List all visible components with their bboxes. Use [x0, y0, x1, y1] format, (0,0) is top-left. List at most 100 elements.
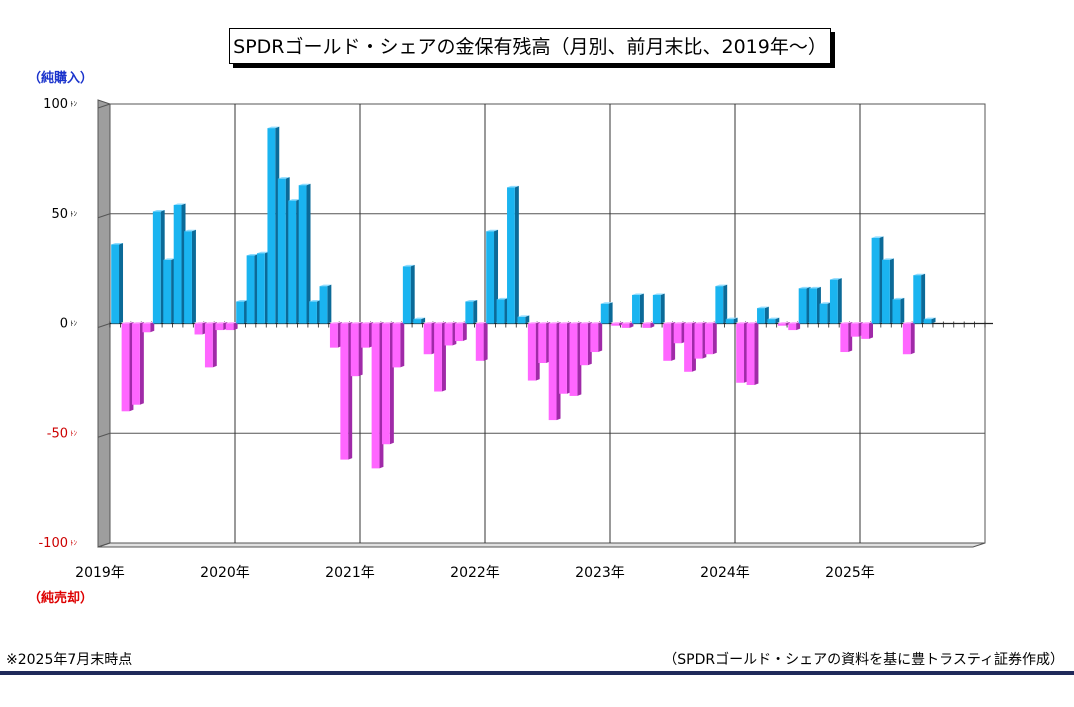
bar-top	[267, 126, 280, 129]
bar-top	[517, 315, 530, 317]
bar-top	[475, 322, 488, 324]
bar-side	[608, 302, 613, 324]
bar-side	[233, 322, 238, 331]
net-purchase-label: （純購入）	[28, 71, 94, 86]
bar-month-76	[892, 299, 901, 324]
bar-month-17	[277, 178, 286, 324]
x-year-label: 2023年	[575, 565, 625, 581]
bar-top	[611, 322, 624, 324]
bar-top	[704, 322, 717, 324]
bar-month-22	[329, 323, 338, 348]
bar-side	[775, 317, 780, 324]
bar-month-77	[902, 323, 911, 355]
bar-side	[921, 273, 926, 324]
bar-month-51	[632, 294, 640, 324]
bar-month-14	[246, 255, 255, 324]
bar-month-27	[382, 323, 390, 445]
bar-top	[673, 322, 686, 324]
bar-month-58	[704, 323, 713, 355]
bar-top	[371, 322, 384, 324]
bar-month-56	[684, 323, 692, 372]
bar-top	[132, 322, 144, 324]
bar-top	[329, 322, 342, 324]
bar-side	[796, 322, 801, 331]
bar-top	[736, 322, 749, 324]
bar-top	[777, 322, 790, 324]
bar-side	[910, 322, 915, 355]
bar-top	[840, 322, 853, 324]
bar-top	[319, 284, 332, 287]
bar-side	[837, 278, 842, 324]
bar-side	[212, 322, 217, 368]
bar-side	[421, 317, 426, 324]
bar-side	[473, 300, 478, 324]
bar-month-35	[465, 301, 474, 324]
bar-side	[869, 322, 874, 339]
bar-top	[204, 322, 217, 324]
x-year-label: 2019年	[75, 565, 125, 581]
bar-top	[184, 229, 196, 232]
y-tick-unit: ﾄﾝ	[70, 100, 77, 108]
bar-month-1	[111, 244, 120, 324]
bar-side	[483, 322, 488, 361]
bar-top	[663, 322, 676, 324]
bar-top	[684, 322, 696, 324]
bar-month-67	[798, 288, 807, 324]
bar-top	[194, 322, 207, 324]
bar-month-4	[142, 323, 151, 333]
x-year-label: 2020年	[200, 565, 250, 581]
gridline-h-side	[97, 432, 111, 438]
bar-top	[215, 322, 228, 324]
bar-top	[569, 322, 582, 324]
bar-top	[548, 322, 561, 324]
bar-month-26	[371, 323, 380, 469]
bar-top	[444, 322, 457, 324]
bar-month-70	[829, 279, 838, 324]
gridline-h-side	[97, 213, 111, 219]
bar-top	[850, 322, 863, 324]
bar-side	[462, 322, 467, 342]
bar-side	[525, 315, 530, 324]
bar-top	[496, 297, 509, 300]
bar-month-59	[715, 286, 724, 324]
bar-top	[402, 264, 415, 267]
bar-top	[559, 322, 571, 324]
bar-month-47	[590, 323, 599, 353]
bar-top	[715, 284, 728, 287]
y-tick-label: 0	[60, 317, 68, 332]
bar-month-43	[548, 323, 557, 421]
bar-month-2	[121, 323, 130, 412]
gridline-h-side	[97, 103, 111, 109]
bar-month-25	[361, 323, 370, 348]
bar-month-63	[757, 308, 765, 324]
bar-month-46	[579, 323, 588, 366]
y-tick-unit: ﾄﾝ	[70, 429, 77, 437]
bar-top	[632, 293, 644, 295]
bar-top	[642, 322, 655, 324]
bar-month-19	[298, 185, 307, 324]
bar-month-30	[413, 319, 422, 324]
y-tick-label: -50	[47, 426, 68, 441]
bar-month-44	[559, 323, 567, 394]
bar-month-15	[257, 253, 265, 324]
bar-top	[829, 278, 842, 280]
bar-month-36	[475, 323, 484, 361]
bar-month-3	[132, 323, 140, 405]
bar-month-12	[225, 323, 234, 331]
bar-side	[119, 242, 124, 324]
bar-top	[142, 322, 155, 324]
bar-month-64	[767, 319, 776, 324]
bar-top	[246, 253, 259, 256]
bar-month-41	[527, 323, 536, 381]
bottom-rule	[0, 671, 1074, 675]
bar-side	[931, 317, 936, 324]
bar-month-33	[444, 323, 453, 346]
bar-side	[410, 264, 415, 324]
bar-top	[923, 317, 936, 320]
y-tick-unit: ﾄﾝ	[70, 539, 77, 547]
bar-month-55	[673, 323, 682, 344]
bar-month-75	[882, 259, 890, 324]
bar-top	[298, 183, 311, 186]
bar-month-61	[736, 323, 745, 383]
